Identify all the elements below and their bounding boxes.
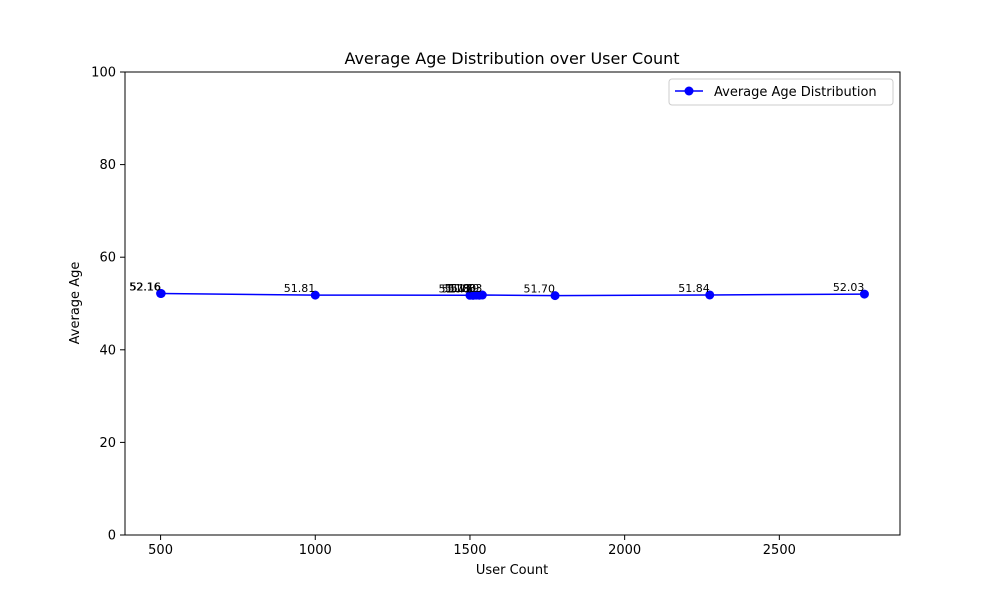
y-tick-label: 100 — [91, 66, 116, 81]
y-tick-label: 0 — [108, 529, 116, 544]
chart-title: Average Age Distribution over User Count — [344, 49, 679, 68]
data-point — [310, 290, 320, 300]
data-label: 52.03 — [833, 281, 865, 294]
legend: Average Age Distribution — [668, 78, 894, 106]
y-axis-label: Average Age — [68, 262, 83, 345]
data-label: 51.79 — [448, 282, 480, 295]
x-tick-label: 1000 — [299, 543, 332, 558]
data-label: 51.84 — [678, 282, 710, 295]
x-tick-label: 2500 — [763, 543, 796, 558]
y-axis: 0 20 40 60 80 100 — [91, 66, 125, 544]
data-point — [477, 290, 487, 300]
x-tick-label: 1500 — [453, 543, 486, 558]
x-axis-label: User Count — [476, 563, 548, 578]
data-label: 51.81 — [284, 282, 316, 295]
data-label: 52.16 — [129, 280, 161, 293]
data-point — [859, 289, 869, 299]
y-tick-label: 80 — [99, 158, 116, 173]
x-axis: 500 1000 1500 2000 2500 — [148, 535, 796, 558]
data-point — [550, 291, 560, 301]
data-label: 51.80 — [445, 282, 477, 295]
y-tick-label: 60 — [99, 251, 116, 266]
legend-label: Average Age Distribution — [714, 85, 877, 100]
data-point — [156, 288, 166, 298]
data-label: 51.76 — [442, 282, 474, 295]
y-tick-label: 20 — [99, 436, 116, 451]
data-point — [705, 290, 715, 300]
data-label: 51.83 — [451, 282, 483, 295]
data-label: 52.16 — [130, 280, 162, 293]
legend-marker — [684, 86, 694, 96]
plot-frame — [124, 71, 901, 536]
legend-box — [668, 78, 894, 106]
data-label: 51.78 — [438, 282, 470, 295]
y-tick-label: 40 — [99, 343, 116, 358]
x-tick-label: 2000 — [608, 543, 641, 558]
data-label: 51.70 — [524, 283, 556, 296]
x-tick-label: 500 — [148, 543, 173, 558]
